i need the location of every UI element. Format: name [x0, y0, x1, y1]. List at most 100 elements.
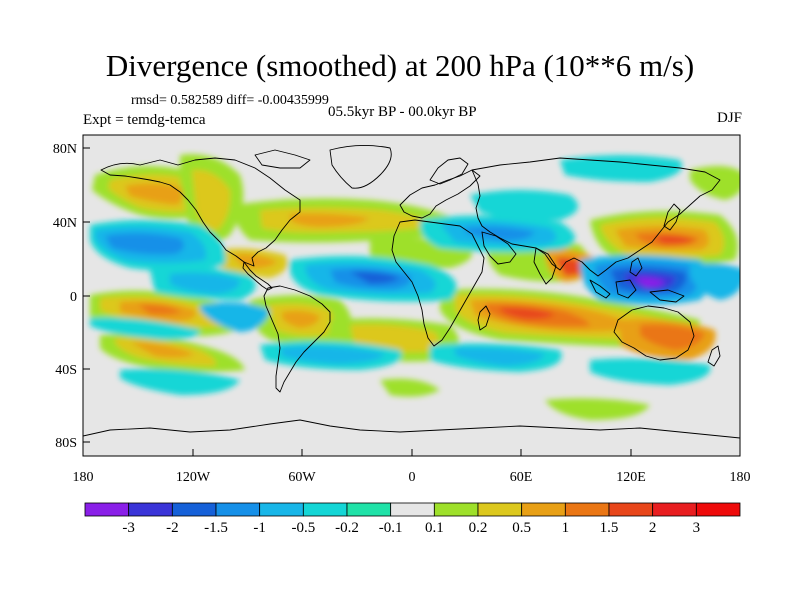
ytick-label: 40S: [55, 363, 77, 378]
coastline-madagascar: [477, 305, 491, 331]
colorbar-label: 3: [693, 520, 701, 536]
colorbar-label: -0.2: [335, 520, 359, 536]
ytick-label: 80N: [53, 142, 77, 157]
coastline-central-america: [242, 261, 273, 291]
ytick-label: 80S: [55, 436, 77, 451]
colorbar-label: 0.1: [425, 520, 444, 536]
colorbar-swatch: [433, 502, 479, 517]
colorbar-swatch: [477, 502, 523, 517]
colorbar-swatch: [521, 502, 566, 517]
field-neg: [200, 302, 270, 332]
colorbar-swatch: [259, 502, 304, 517]
xtick-label: 60E: [510, 470, 533, 485]
coastline-asia: [471, 157, 721, 277]
colorbar-swatch: [84, 502, 130, 517]
field-pos: [192, 169, 231, 230]
colorbar-label: 0.2: [469, 520, 488, 536]
field-pos: [655, 235, 695, 244]
field-pos: [130, 342, 195, 358]
colorbar-label: 1.5: [600, 520, 619, 536]
colorbar-label: -0.1: [379, 520, 403, 536]
field-pos: [380, 378, 440, 397]
field-pos: [500, 307, 555, 320]
x-axis-labels: 180 120W 60W 0 60E 120E 180: [73, 470, 751, 485]
field-pos: [125, 183, 184, 205]
field-neg: [350, 271, 400, 284]
coastline-australia: [613, 305, 695, 361]
axis-ticks: [82, 147, 741, 456]
coastline-borneo: [615, 279, 637, 299]
coastline-africa: [391, 219, 485, 347]
experiment-label: Expt = temdg-temca: [83, 112, 206, 128]
colorbar-label: -1.5: [204, 520, 228, 536]
colorbar-swatch: [652, 502, 697, 517]
season-label: DJF: [716, 110, 742, 126]
colorbar-swatch: [695, 502, 741, 517]
coastline-south-america: [263, 285, 331, 393]
coastline-new-zealand: [707, 345, 721, 367]
field-neg: [280, 346, 385, 364]
colorbar-label: -2: [166, 520, 179, 536]
field-neg: [105, 233, 184, 255]
coastline-new-guinea: [649, 289, 685, 303]
colorbar-swatch: [564, 502, 610, 517]
colorbar-swatch: [608, 502, 654, 517]
colorbar-label: -0.5: [291, 520, 315, 536]
period-label: 05.5kyr BP - 00.0kyr BP: [328, 104, 477, 120]
colorbar-label: 1: [562, 520, 570, 536]
xtick-label: 180: [730, 470, 751, 485]
field-neg: [590, 358, 711, 385]
xtick-label: 120W: [176, 470, 211, 485]
field-neg: [470, 190, 578, 221]
field-neg: [690, 263, 740, 300]
colorbar-boxes: [84, 502, 741, 517]
field-neg: [635, 277, 665, 288]
field-neg: [170, 272, 240, 294]
colorbar-label: -1: [253, 520, 266, 536]
coastline-japan: [663, 203, 681, 231]
coastline-india: [533, 247, 557, 285]
field-pos: [290, 213, 370, 227]
field-pos: [138, 304, 182, 315]
stats-line: rmsd= 0.582589 diff= -0.00435999: [131, 93, 329, 108]
colorbar-swatch: [302, 502, 348, 517]
xtick-label: 60W: [288, 470, 316, 485]
colorbar-label: -3: [122, 520, 135, 536]
field-pos: [640, 324, 705, 350]
colorbar-swatch: [171, 502, 217, 517]
xtick-label: 120E: [616, 470, 646, 485]
field-neg: [90, 317, 200, 340]
ytick-label: 40N: [53, 216, 77, 231]
coastline-antarctica: [83, 419, 740, 439]
map-title: Divergence (smoothed) at 200 hPa (10**6 …: [105, 48, 695, 83]
coastline-sumatra: [589, 279, 611, 299]
coastline-europe: [399, 169, 481, 219]
field-pos: [282, 310, 320, 328]
y-axis-labels: 80N 40N 0 40S 80S: [53, 142, 77, 451]
ytick-label: 0: [70, 290, 77, 305]
coastline-scandinavia: [429, 157, 469, 185]
field-pos: [690, 166, 740, 200]
colorbar-swatch: [128, 502, 173, 517]
colorbar-labels: -3 -2 -1.5 -1 -0.5 -0.2 -0.1 0.1 0.2 0.5 1 1.5 2 3: [122, 520, 700, 536]
xtick-label: 180: [73, 470, 94, 485]
coastline-north-america: [100, 157, 301, 267]
xtick-label: 0: [409, 470, 416, 485]
field-neg: [560, 155, 682, 182]
field-neg: [120, 368, 240, 395]
coastline-philippines: [629, 257, 643, 277]
field-pos: [545, 398, 650, 420]
coastline-arabia: [481, 231, 517, 265]
colorbar-label: 0.5: [512, 520, 531, 536]
colorbar-swatch: [390, 502, 435, 517]
colorbar-swatch: [215, 502, 261, 517]
coastline-greenland: [329, 145, 392, 189]
divergence-contours: [90, 154, 740, 420]
coastline-canadian-arctic: [254, 149, 311, 169]
colorbar-swatch: [346, 502, 392, 517]
coastlines: [83, 145, 740, 439]
field-neg: [455, 347, 545, 366]
colorbar-label: 2: [649, 520, 657, 536]
